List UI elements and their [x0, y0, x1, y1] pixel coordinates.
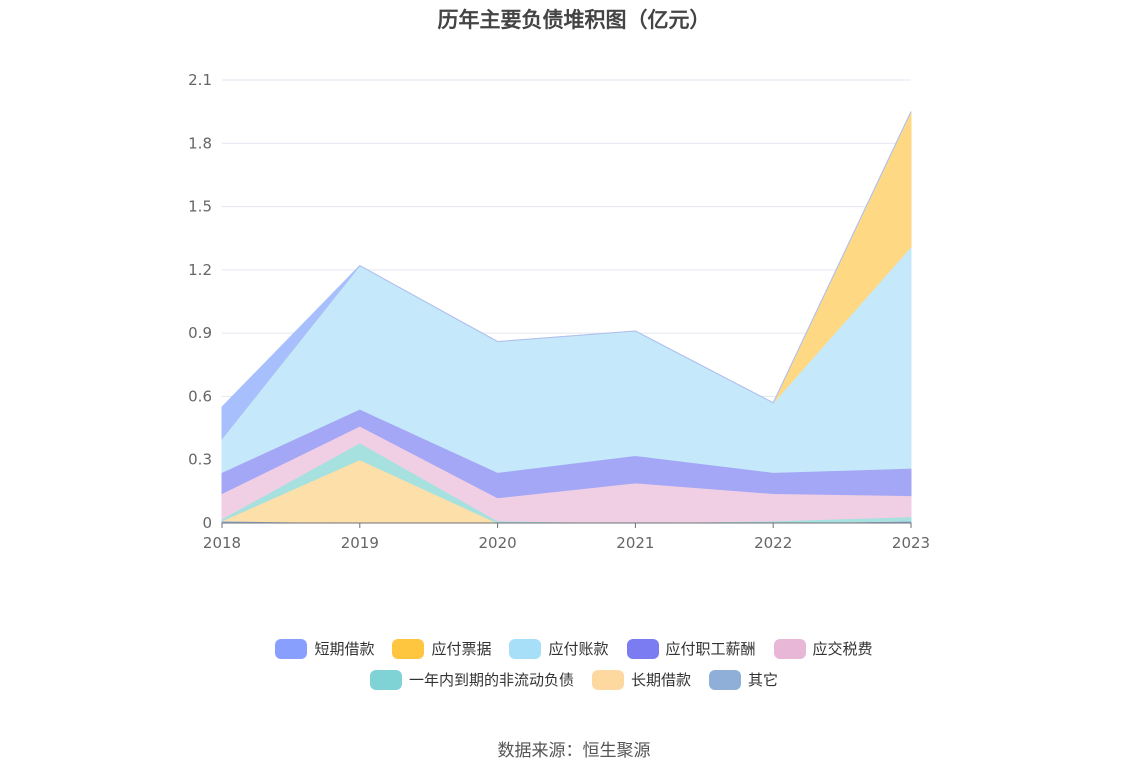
y-tick-label: 0.3 — [188, 451, 212, 469]
y-tick-label: 2.1 — [188, 71, 212, 89]
legend-item[interactable]: 应付票据 — [392, 638, 491, 659]
stacked-area-chart: 0 0.3 0.6 0.9 1.2 1.5 1.8 2.1 2018 2019 2020 2021 20… — [188, 71, 930, 552]
legend-item[interactable]: 一年内到期的非流动负债 — [369, 669, 574, 690]
legend-swatch — [591, 669, 624, 690]
legend-label: 短期借款 — [314, 640, 375, 658]
legend-swatch — [275, 638, 308, 659]
legend-label: 应交税费 — [812, 640, 873, 658]
x-tick-label: 2022 — [754, 534, 792, 552]
legend-label: 其它 — [748, 671, 779, 689]
x-tick-label: 2020 — [479, 534, 517, 552]
legend-item[interactable]: 应交税费 — [773, 638, 873, 659]
legend-label: 长期借款 — [630, 671, 691, 689]
legend-item[interactable]: 短期借款 — [275, 638, 374, 659]
y-tick-label: 1.5 — [188, 198, 212, 216]
legend: 短期借款 应付票据 应付账款 应付职工薪酬 应交税费 一年内到期的非流动负债 长期借款 其它 — [0, 638, 1148, 700]
x-tick-label: 2019 — [341, 534, 379, 552]
x-tick-label: 2018 — [203, 534, 241, 552]
legend-swatch — [626, 638, 659, 659]
legend-swatch — [392, 638, 425, 659]
y-tick-label: 0.6 — [188, 387, 212, 405]
legend-swatch — [509, 638, 542, 659]
series-area — [221, 111, 912, 441]
legend-label: 应付账款 — [548, 640, 609, 658]
y-tick-label: 1.8 — [188, 134, 212, 152]
x-tick-label: 2021 — [616, 534, 654, 552]
legend-item[interactable]: 长期借款 — [591, 669, 691, 690]
x-tick-label: 2023 — [892, 534, 930, 552]
legend-label: 应付票据 — [431, 640, 492, 658]
y-tick-label: 0 — [202, 514, 212, 532]
source-note: 数据来源：恒生聚源 — [497, 741, 651, 761]
legend-label: 一年内到期的非流动负债 — [408, 671, 574, 689]
legend-swatch — [773, 638, 806, 659]
chart-title: 历年主要负债堆积图（亿元） — [437, 8, 711, 32]
legend-item[interactable]: 应付职工薪酬 — [626, 638, 756, 659]
y-tick-label: 0.9 — [188, 324, 212, 342]
legend-swatch — [709, 669, 741, 690]
axes: 0 0.3 0.6 0.9 1.2 1.5 1.8 2.1 2018 2019 2020 2021 20… — [188, 71, 930, 552]
legend-swatch — [369, 669, 402, 690]
legend-row: 短期借款 应付票据 应付账款 应付职工薪酬 应交税费 — [0, 638, 1148, 659]
legend-item[interactable]: 其它 — [709, 669, 778, 690]
legend-item[interactable]: 应付账款 — [509, 638, 609, 659]
legend-row: 一年内到期的非流动负债 长期借款 其它 — [0, 669, 1148, 690]
y-tick-label: 1.2 — [188, 261, 212, 279]
series-areas — [221, 111, 912, 524]
legend-label: 应付职工薪酬 — [665, 640, 756, 658]
